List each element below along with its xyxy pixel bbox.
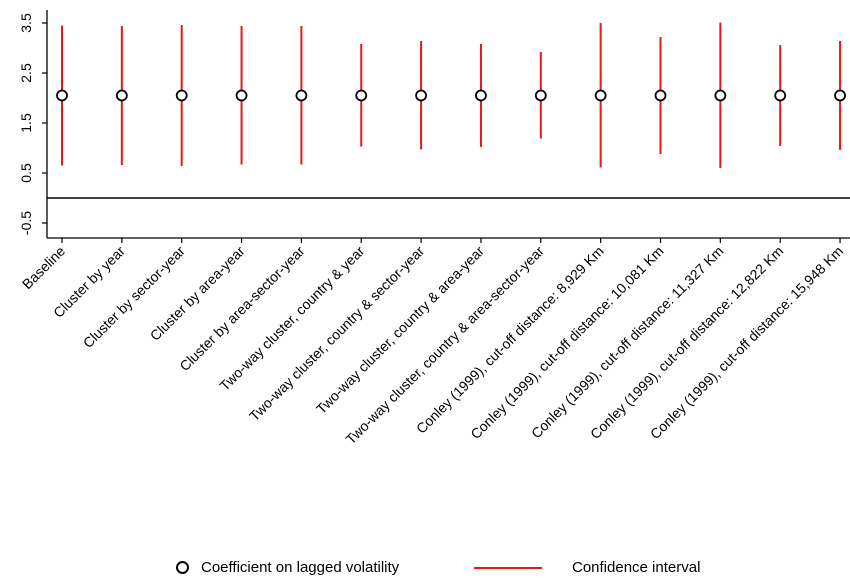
coefficient-point [415, 89, 428, 102]
coefficient-point [355, 89, 368, 102]
y-tick-label: -0.5 [18, 211, 34, 235]
x-tick-label: Cluster by area-sector-year [176, 243, 307, 374]
x-tick-label: Baseline [19, 243, 68, 292]
y-tick-label: 0.5 [18, 163, 34, 183]
coefficient-point [774, 89, 787, 102]
legend-item-confidence-interval: Confidence interval [474, 559, 700, 576]
legend-circle-marker [176, 561, 189, 574]
coefficient-point [235, 89, 248, 102]
coefficient-point [714, 89, 727, 102]
x-tick-label: Cluster by sector-year [80, 243, 188, 351]
coefficient-point [654, 89, 667, 102]
legend-item-coefficient: Coefficient on lagged volatility [176, 559, 399, 576]
coefficient-point [475, 89, 487, 102]
legend: Coefficient on lagged volatility Confide… [0, 556, 850, 578]
y-tick-label: 3.5 [18, 13, 34, 33]
coefficient-point [834, 89, 846, 102]
coefficient-point [175, 89, 188, 102]
legend-line-marker [474, 566, 542, 569]
coefficient-point [594, 89, 607, 102]
legend-label-confidence-interval: Confidence interval [572, 559, 701, 576]
coefficient-point [56, 89, 68, 102]
coefficient-point [115, 89, 128, 102]
y-tick-label: 1.5 [18, 113, 34, 133]
legend-label-coefficient: Coefficient on lagged volatility [201, 559, 400, 576]
coefficient-point [295, 89, 308, 102]
y-tick-label: 2.5 [18, 63, 34, 83]
coefficient-point [534, 89, 547, 102]
